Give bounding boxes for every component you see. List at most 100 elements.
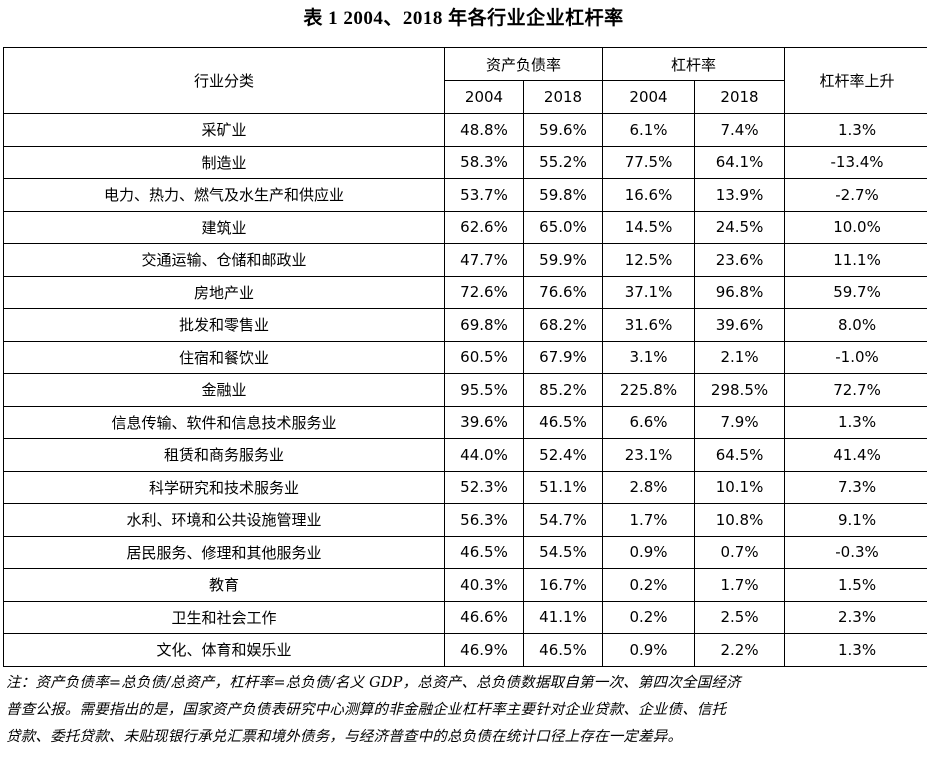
cell-leverage-increase: 11.1% — [784, 243, 927, 277]
cell-alr-2004: 56.3% — [444, 503, 524, 537]
note-line: 普查公报。需要指出的是，国家资产负债表研究中心测算的非金融企业杠杆率主要针对企业… — [6, 702, 727, 718]
cell-leverage-increase: 1.3% — [784, 405, 927, 439]
cell-lev-2004: 37.1% — [602, 275, 696, 309]
cell-lev-2018: 23.6% — [694, 243, 786, 277]
cell-alr-2018: 41.1% — [522, 600, 604, 634]
table-row: 文化、体育和娱乐业 46.9% 46.5% 0.9% 2.2% 1.3% — [3, 633, 927, 667]
table-row: 交通运输、仓储和邮政业 47.7% 59.9% 12.5% 23.6% 11.1% — [3, 243, 927, 277]
cell-alr-2004: 95.5% — [444, 373, 524, 407]
cell-alr-2018: 59.9% — [522, 243, 604, 277]
cell-lev-2004: 0.9% — [602, 633, 696, 667]
header-alr-year-2004: 2004 — [444, 80, 524, 114]
cell-alr-2004: 60.5% — [444, 340, 524, 374]
cell-lev-2004: 3.1% — [602, 340, 696, 374]
cell-industry: 租赁和商务服务业 — [3, 438, 445, 472]
table-row: 信息传输、软件和信息技术服务业 39.6% 46.5% 6.6% 7.9% 1.3% — [3, 405, 927, 439]
cell-alr-2018: 54.7% — [522, 503, 604, 537]
cell-industry: 金融业 — [3, 373, 445, 407]
cell-leverage-increase: 59.7% — [784, 275, 927, 309]
cell-leverage-increase: -1.0% — [784, 340, 927, 374]
cell-lev-2004: 225.8% — [602, 373, 696, 407]
cell-lev-2004: 1.7% — [602, 503, 696, 537]
leverage-table: 行业分类 资产负债率 杠杆率 杠杆率上升 2004 2018 2004 2018… — [3, 47, 927, 667]
cell-lev-2018: 7.4% — [694, 113, 786, 147]
table-row: 科学研究和技术服务业 52.3% 51.1% 2.8% 10.1% 7.3% — [3, 470, 927, 504]
cell-lev-2018: 13.9% — [694, 178, 786, 212]
table-body: 采矿业 48.8% 59.6% 6.1% 7.4% 1.3% 制造业 58.3% 55.2% 77… — [3, 113, 927, 667]
cell-lev-2018: 1.7% — [694, 568, 786, 602]
cell-leverage-increase: 1.5% — [784, 568, 927, 602]
cell-industry: 信息传输、软件和信息技术服务业 — [3, 405, 445, 439]
cell-alr-2004: 47.7% — [444, 243, 524, 277]
table-row: 居民服务、修理和其他服务业 46.5% 54.5% 0.9% 0.7% -0.3% — [3, 535, 927, 569]
cell-alr-2004: 46.5% — [444, 535, 524, 569]
cell-alr-2004: 46.9% — [444, 633, 524, 667]
table-row: 房地产业 72.6% 76.6% 37.1% 96.8% 59.7% — [3, 275, 927, 309]
table-row: 制造业 58.3% 55.2% 77.5% 64.1% -13.4% — [3, 145, 927, 179]
cell-lev-2018: 10.8% — [694, 503, 786, 537]
cell-lev-2004: 0.9% — [602, 535, 696, 569]
cell-industry: 居民服务、修理和其他服务业 — [3, 535, 445, 569]
table-row: 批发和零售业 69.8% 68.2% 31.6% 39.6% 8.0% — [3, 308, 927, 342]
cell-leverage-increase: 9.1% — [784, 503, 927, 537]
cell-leverage-increase: -0.3% — [784, 535, 927, 569]
cell-alr-2018: 46.5% — [522, 405, 604, 439]
table-row: 建筑业 62.6% 65.0% 14.5% 24.5% 10.0% — [3, 210, 927, 244]
cell-alr-2018: 54.5% — [522, 535, 604, 569]
cell-leverage-increase: 10.0% — [784, 210, 927, 244]
cell-alr-2018: 59.8% — [522, 178, 604, 212]
cell-alr-2004: 40.3% — [444, 568, 524, 602]
cell-lev-2004: 77.5% — [602, 145, 696, 179]
cell-alr-2004: 46.6% — [444, 600, 524, 634]
cell-lev-2018: 2.1% — [694, 340, 786, 374]
note-line: 贷款、委托贷款、未贴现银行承兑汇票和境外债务，与经济普查中的总负债在统计口径上存… — [6, 729, 683, 745]
cell-industry: 采矿业 — [3, 113, 445, 147]
cell-lev-2004: 2.8% — [602, 470, 696, 504]
header-alr-year-2018: 2018 — [522, 80, 604, 114]
cell-alr-2004: 44.0% — [444, 438, 524, 472]
table-row: 卫生和社会工作 46.6% 41.1% 0.2% 2.5% 2.3% — [3, 600, 927, 634]
cell-lev-2004: 31.6% — [602, 308, 696, 342]
cell-leverage-increase: 1.3% — [784, 113, 927, 147]
cell-alr-2004: 39.6% — [444, 405, 524, 439]
cell-industry: 批发和零售业 — [3, 308, 445, 342]
cell-lev-2018: 298.5% — [694, 373, 786, 407]
cell-alr-2018: 46.5% — [522, 633, 604, 667]
header-lev-year-2004: 2004 — [602, 80, 696, 114]
cell-alr-2018: 76.6% — [522, 275, 604, 309]
cell-lev-2018: 0.7% — [694, 535, 786, 569]
cell-alr-2018: 68.2% — [522, 308, 604, 342]
cell-lev-2018: 64.1% — [694, 145, 786, 179]
table-header: 行业分类 资产负债率 杠杆率 杠杆率上升 2004 2018 2004 2018 — [3, 47, 927, 114]
cell-alr-2004: 62.6% — [444, 210, 524, 244]
header-industry: 行业分类 — [3, 47, 445, 114]
cell-lev-2004: 6.1% — [602, 113, 696, 147]
cell-alr-2004: 48.8% — [444, 113, 524, 147]
table-row: 租赁和商务服务业 44.0% 52.4% 23.1% 64.5% 41.4% — [3, 438, 927, 472]
cell-lev-2004: 0.2% — [602, 568, 696, 602]
cell-lev-2018: 96.8% — [694, 275, 786, 309]
cell-industry: 水利、环境和公共设施管理业 — [3, 503, 445, 537]
cell-alr-2018: 51.1% — [522, 470, 604, 504]
cell-lev-2004: 6.6% — [602, 405, 696, 439]
cell-lev-2018: 2.2% — [694, 633, 786, 667]
cell-alr-2018: 85.2% — [522, 373, 604, 407]
cell-lev-2004: 14.5% — [602, 210, 696, 244]
cell-leverage-increase: 41.4% — [784, 438, 927, 472]
cell-lev-2018: 10.1% — [694, 470, 786, 504]
table-title: 表 1 2004、2018 年各行业企业杠杆率 — [303, 8, 624, 29]
cell-leverage-increase: 72.7% — [784, 373, 927, 407]
cell-alr-2018: 67.9% — [522, 340, 604, 374]
header-lev-year-2018: 2018 — [694, 80, 786, 114]
cell-industry: 文化、体育和娱乐业 — [3, 633, 445, 667]
cell-industry: 建筑业 — [3, 210, 445, 244]
cell-alr-2004: 58.3% — [444, 145, 524, 179]
cell-leverage-increase: 2.3% — [784, 600, 927, 634]
table-row: 采矿业 48.8% 59.6% 6.1% 7.4% 1.3% — [3, 113, 927, 147]
table-row: 电力、热力、燃气及水生产和供应业 53.7% 59.8% 16.6% 13.9% -2.7… — [3, 178, 927, 212]
cell-leverage-increase: 7.3% — [784, 470, 927, 504]
cell-leverage-increase: -2.7% — [784, 178, 927, 212]
cell-alr-2018: 55.2% — [522, 145, 604, 179]
cell-lev-2004: 12.5% — [602, 243, 696, 277]
cell-lev-2004: 23.1% — [602, 438, 696, 472]
